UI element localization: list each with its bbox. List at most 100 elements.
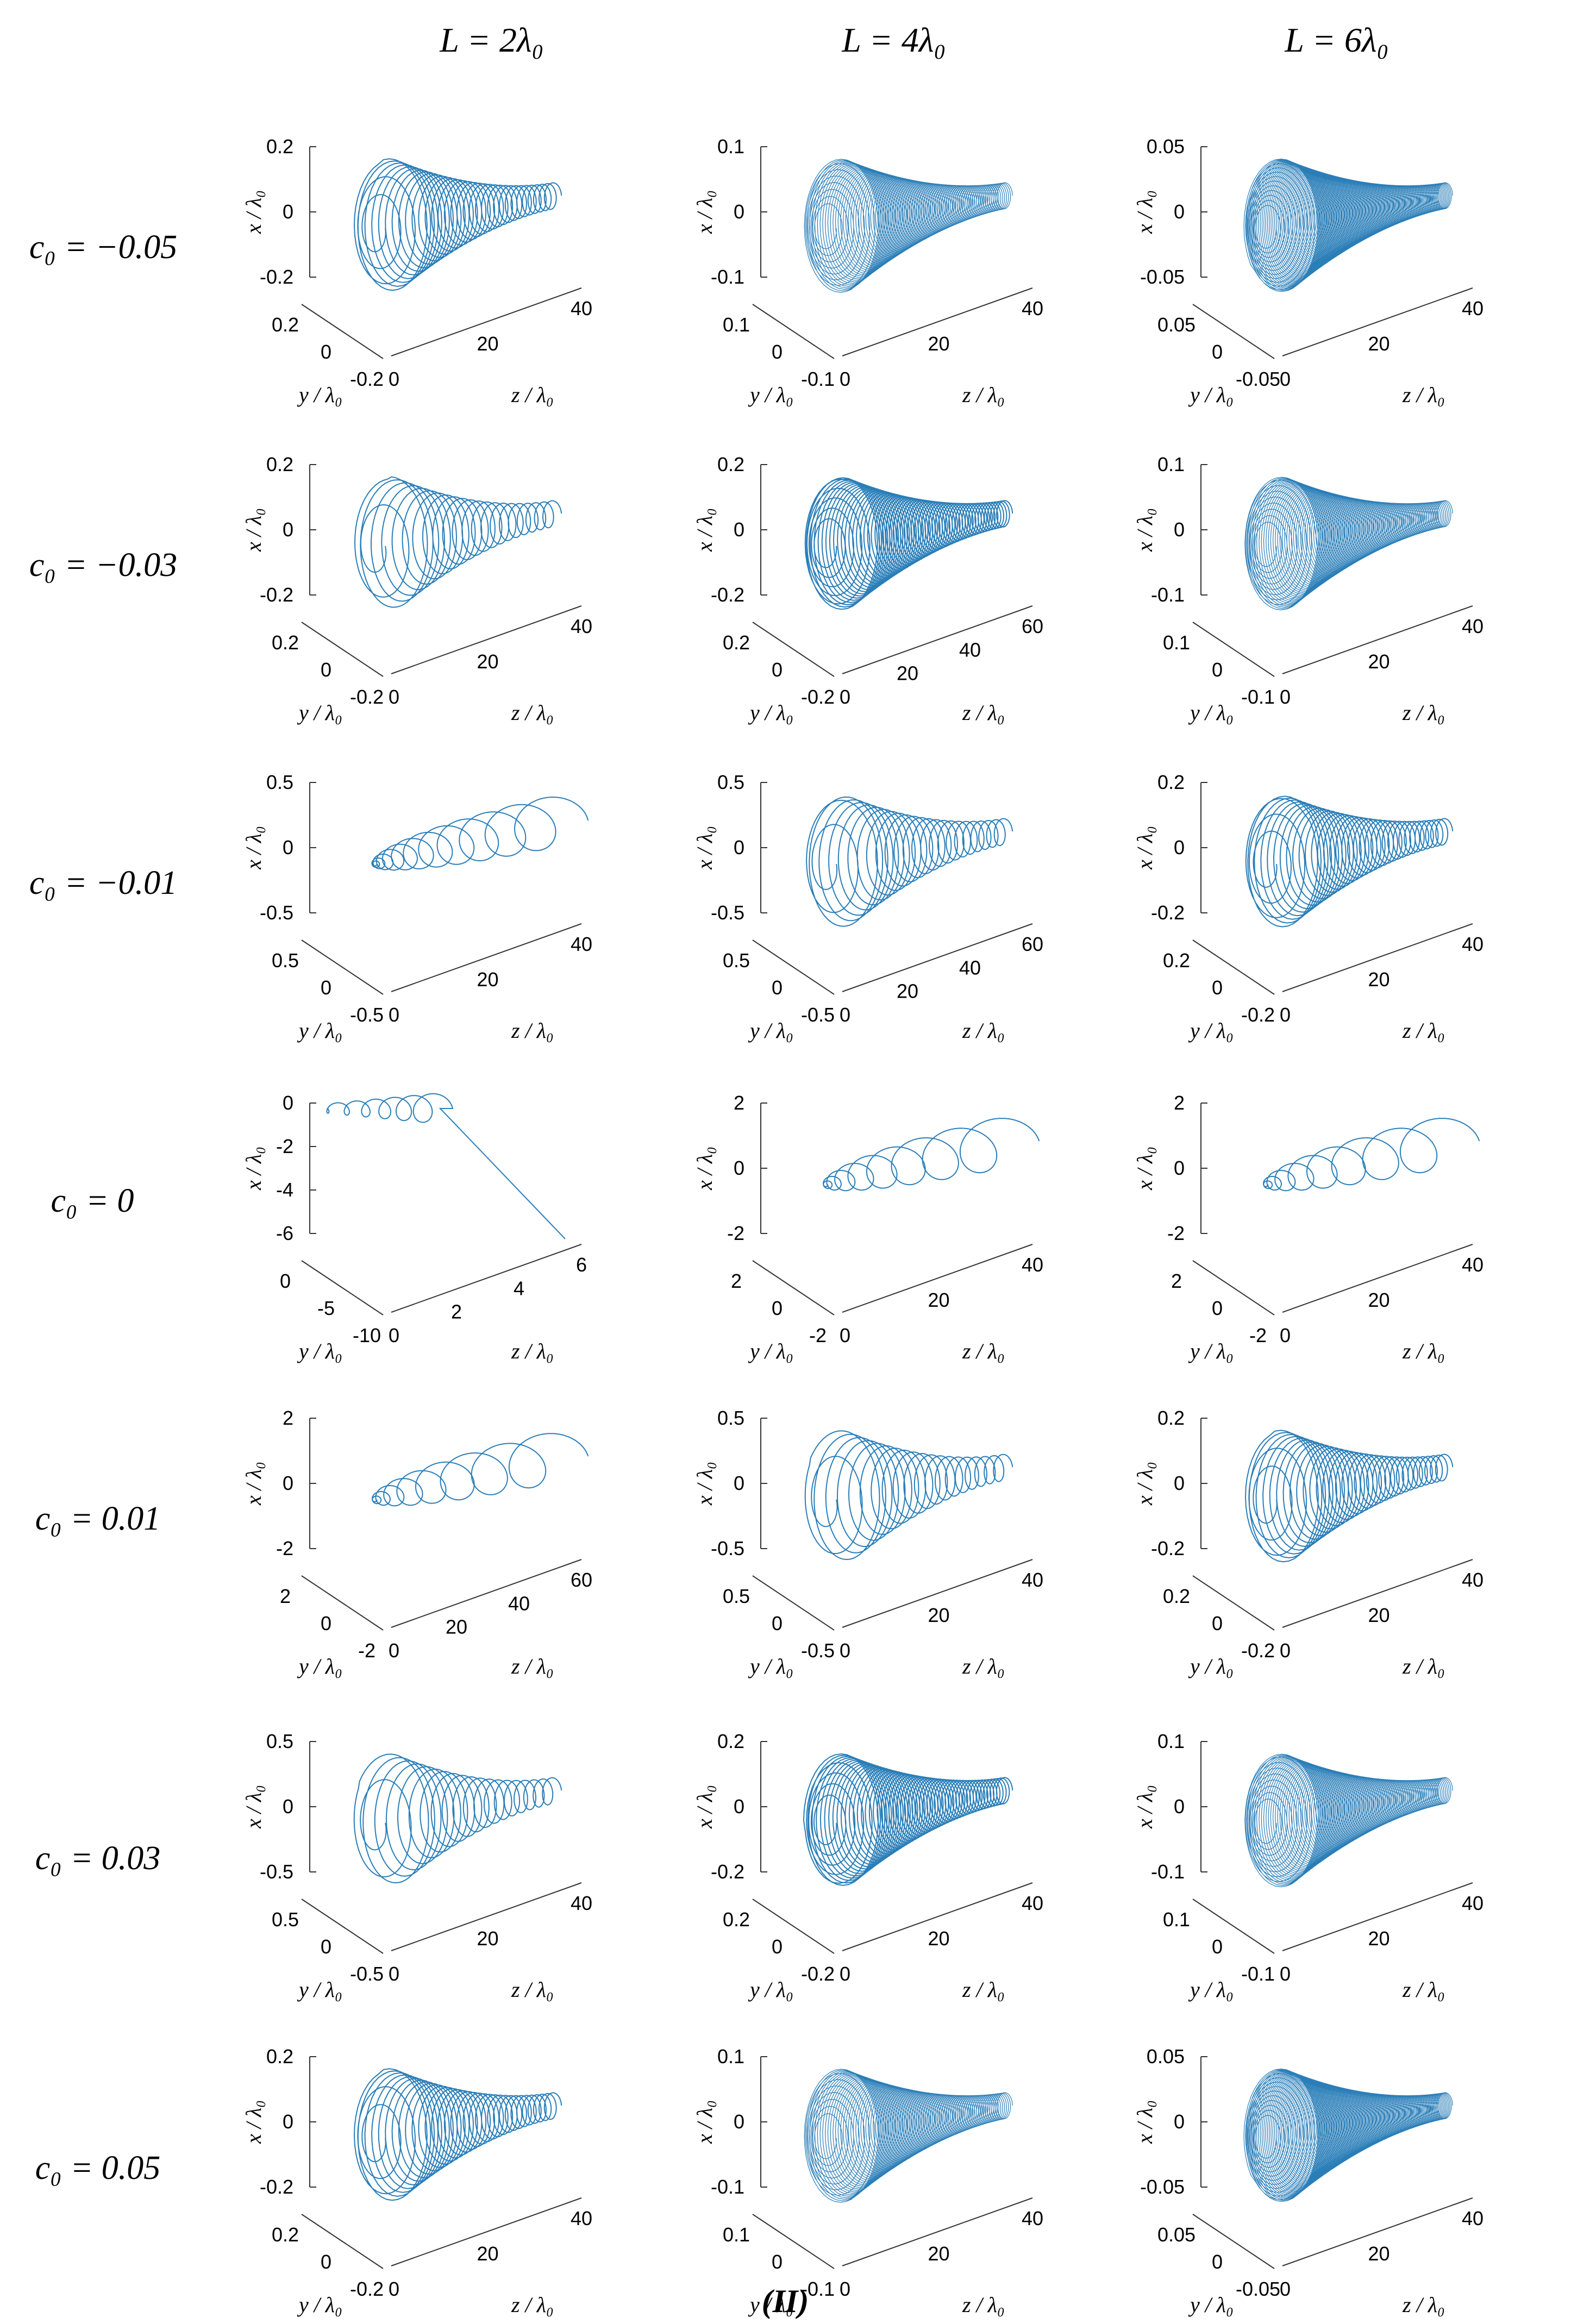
y-tick-label: -0.05 — [1236, 368, 1280, 390]
y-tick-label: 0 — [321, 976, 331, 999]
x-tick-label: -2 — [727, 1222, 744, 1244]
x-axis-label: x / λ₀ — [692, 1147, 717, 1191]
x-axis-label: x / λ₀ — [692, 1462, 717, 1506]
z-axis-line — [1282, 1882, 1473, 1951]
z-axis-label: z / λ₀ — [962, 700, 1005, 725]
row-header-c0-p001: c₀ = 0.01 — [35, 1500, 160, 1537]
x-axis-label: x / λ₀ — [692, 1785, 717, 1829]
z-axis-label: z / λ₀ — [962, 383, 1005, 407]
trajectory-curve — [1243, 2068, 1453, 2202]
column-header-l6: L = 6λ₀ — [1284, 21, 1389, 59]
x-tick-label: -0.2 — [1151, 1537, 1185, 1559]
trajectory-curve — [353, 2068, 562, 2201]
trajectory-curve — [804, 159, 1013, 293]
z-axis-label: z / λ₀ — [1402, 1018, 1445, 1043]
y-axis-line — [1192, 2214, 1275, 2269]
z-axis-line — [842, 923, 1033, 992]
y-tick-label: 0 — [1212, 659, 1223, 681]
y-tick-label: 0.05 — [1157, 2223, 1196, 2246]
y-axis-line — [301, 622, 384, 677]
x-tick-label: -0.1 — [711, 266, 744, 288]
trajectory-curve — [1244, 1430, 1454, 1563]
z-axis-label: z / λ₀ — [1402, 1339, 1445, 1363]
z-axis-line — [391, 923, 582, 992]
x-tick-label: -0.2 — [260, 266, 293, 288]
x-tick-label: -0.5 — [711, 901, 744, 924]
y-tick-label: 0 — [321, 1935, 331, 1958]
x-axis-label: x / λ₀ — [1132, 1462, 1157, 1506]
y-tick-label: 0 — [1212, 1297, 1223, 1319]
y-axis-label: y / λ₀ — [1188, 1977, 1234, 2002]
z-tick-label: 20 — [1368, 1927, 1390, 1950]
x-tick-label: 0 — [1174, 1472, 1185, 1494]
x-tick-label: 0 — [734, 836, 744, 859]
z-tick-label: 20 — [477, 333, 498, 355]
z-tick-label: 20 — [1368, 1289, 1390, 1311]
y-axis-label: y / λ₀ — [297, 2292, 342, 2317]
x-tick-label: 0.1 — [1157, 453, 1185, 475]
z-axis-line — [391, 1882, 582, 1951]
y-axis-label: y / λ₀ — [297, 1339, 342, 1363]
x-tick-label: 0.2 — [266, 2045, 293, 2068]
z-axis-label: z / λ₀ — [1402, 2292, 1445, 2317]
x-tick-label: -0.2 — [711, 1861, 744, 1883]
x-axis-label: x / λ₀ — [241, 1785, 266, 1829]
y-axis-label: y / λ₀ — [748, 2292, 793, 2317]
x-axis-label: x / λ₀ — [241, 1462, 266, 1506]
z-tick-label: 20 — [477, 968, 498, 991]
y-axis-line — [301, 1899, 384, 1954]
z-axis-line — [391, 287, 582, 356]
z-tick-label: 40 — [1462, 615, 1484, 637]
z-tick-label: 20 — [477, 1927, 498, 1950]
x-axis-label: x / λ₀ — [1132, 190, 1157, 234]
y-tick-label: 0.2 — [1163, 1585, 1190, 1607]
y-tick-label: 0.5 — [272, 1908, 299, 1931]
z-tick-label: 0 — [389, 1963, 399, 1985]
z-tick-label: 0 — [1280, 1324, 1291, 1346]
y-tick-label: -0.5 — [801, 1639, 835, 1662]
x-tick-label: 0.2 — [266, 135, 293, 158]
trajectory-curve — [326, 1093, 566, 1239]
x-tick-label: -2 — [276, 1537, 293, 1559]
z-axis-line — [1282, 287, 1473, 356]
y-axis-line — [752, 1575, 835, 1631]
z-tick-label: 40 — [1022, 2207, 1043, 2229]
z-tick-label: 0 — [389, 1324, 399, 1346]
z-tick-label: 0 — [840, 686, 850, 708]
z-axis-line — [842, 1882, 1033, 1951]
x-tick-label: 0 — [1174, 836, 1185, 859]
y-axis-label: y / λ₀ — [748, 383, 793, 407]
y-tick-label: 0.1 — [1163, 1908, 1190, 1931]
row-headers: c₀ = −0.05 c₀ = −0.03 c₀ = −0.01 c₀ = 0 … — [29, 229, 177, 2187]
y-axis-line — [752, 1899, 835, 1954]
y-axis-label: y / λ₀ — [1188, 2292, 1234, 2317]
trajectory-curve — [806, 796, 1013, 927]
row-header-c0-m005: c₀ = −0.05 — [29, 229, 177, 266]
z-axis-line — [842, 2197, 1033, 2266]
x-tick-label: 0.1 — [1157, 1730, 1185, 1752]
y-axis-label: y / λ₀ — [1188, 1339, 1234, 1363]
y-tick-label: 0 — [1212, 1935, 1223, 1958]
x-tick-label: 0 — [734, 1795, 744, 1818]
z-axis-label: z / λ₀ — [511, 1018, 554, 1043]
z-tick-label: 0 — [1280, 2278, 1291, 2300]
x-axis-label: x / λ₀ — [241, 1147, 266, 1191]
x-tick-label: 0 — [1174, 1157, 1185, 1179]
z-tick-label: 20 — [928, 2242, 949, 2265]
z-tick-label: 0 — [1280, 1004, 1291, 1026]
y-tick-label: 0 — [772, 1612, 783, 1634]
x-tick-label: 0 — [283, 518, 293, 541]
x-tick-label: 0.2 — [717, 453, 744, 475]
y-tick-label: 0.2 — [272, 314, 299, 336]
y-tick-label: 0.5 — [272, 949, 299, 972]
y-tick-label: -2 — [1249, 1324, 1267, 1346]
z-tick-label: 20 — [928, 1604, 949, 1626]
x-tick-label: -6 — [276, 1222, 293, 1244]
z-tick-label: 60 — [571, 1569, 592, 1591]
z-axis-label: z / λ₀ — [962, 1654, 1005, 1678]
